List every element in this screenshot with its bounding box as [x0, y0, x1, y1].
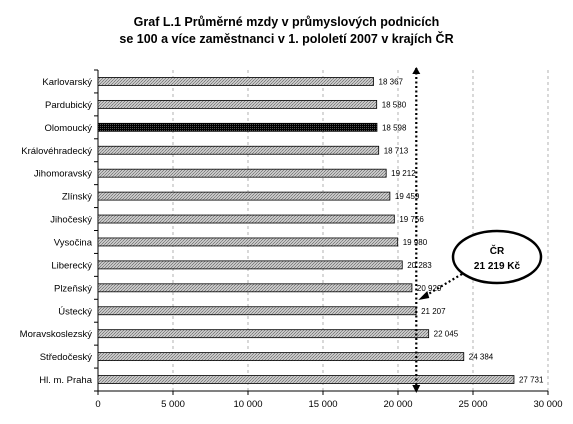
category-label: Moravskoslezský	[20, 329, 93, 340]
bar	[97, 329, 430, 339]
x-tick-label: 25 000	[458, 399, 487, 410]
category-label: Zlínský	[62, 192, 92, 203]
bar-value-label: 19 756	[399, 215, 424, 224]
category-label: Ústecký	[58, 306, 92, 317]
category-label: Pardubický	[45, 100, 92, 111]
chart-title-line-2: se 100 a více zaměstnanci v 1. pololetí …	[119, 32, 454, 46]
category-label: Plzeňský	[54, 283, 92, 294]
bar	[97, 375, 515, 384]
callout-label-line-1: ČR	[490, 244, 505, 257]
bar	[97, 283, 413, 293]
bar-value-label: 18 598	[382, 123, 407, 132]
bar	[97, 122, 378, 132]
bar	[97, 77, 374, 86]
bar-value-label: 19 212	[391, 169, 416, 178]
category-label: Jihočeský	[50, 215, 92, 226]
bar	[97, 99, 378, 109]
x-tick-label: 30 000	[533, 399, 562, 410]
bar-value-label: 20 283	[407, 261, 432, 270]
category-label: Liberecký	[51, 260, 92, 271]
callout-pointer-arrow	[418, 291, 430, 300]
bar	[97, 352, 465, 362]
x-tick-label: 10 000	[233, 399, 262, 410]
category-label: Karlovarský	[42, 77, 92, 88]
category-label: Jihomoravský	[34, 169, 92, 180]
bar	[97, 191, 391, 201]
category-label: Středočeský	[40, 352, 93, 363]
x-tick-label: 0	[95, 399, 100, 410]
bar	[97, 168, 387, 178]
x-tick-label: 5 000	[161, 399, 185, 410]
chart-title-line-1: Graf L.1 Průměrné mzdy v průmyslových po…	[133, 15, 440, 29]
bar	[97, 237, 399, 247]
bar	[97, 306, 417, 316]
bar-value-label: 18 580	[382, 100, 407, 109]
bar-value-label: 22 045	[434, 330, 459, 339]
x-tick-label: 15 000	[308, 399, 337, 410]
bar-value-label: 19 459	[395, 192, 420, 201]
chart-title: Graf L.1 Průměrné mzdy v průmyslových po…	[0, 14, 573, 48]
bar	[97, 214, 395, 224]
bar-value-label: 18 367	[379, 77, 404, 86]
callout-pointer-line	[422, 273, 463, 298]
category-label: Hl. m. Praha	[39, 375, 93, 386]
bar	[97, 260, 403, 270]
x-tick-label: 20 000	[383, 399, 412, 410]
bar-value-label: 20 929	[417, 284, 442, 293]
bar-value-label: 27 731	[519, 376, 544, 385]
callout-ellipse	[451, 229, 543, 285]
bar-value-label: 21 207	[421, 307, 446, 316]
callout-label-line-2: 21 219 Kč	[474, 261, 521, 272]
bar-value-label: 18 713	[384, 146, 409, 155]
category-label: Vysočina	[54, 237, 93, 248]
bar-value-label: 19 980	[403, 238, 428, 247]
category-label: Olomoucký	[44, 123, 92, 134]
reference-line-arrow-bottom	[412, 385, 421, 393]
bar-value-label: 24 384	[469, 353, 494, 362]
reference-line-arrow-top	[412, 67, 421, 74]
category-label: Královéhradecký	[21, 146, 92, 157]
bar	[97, 145, 380, 155]
